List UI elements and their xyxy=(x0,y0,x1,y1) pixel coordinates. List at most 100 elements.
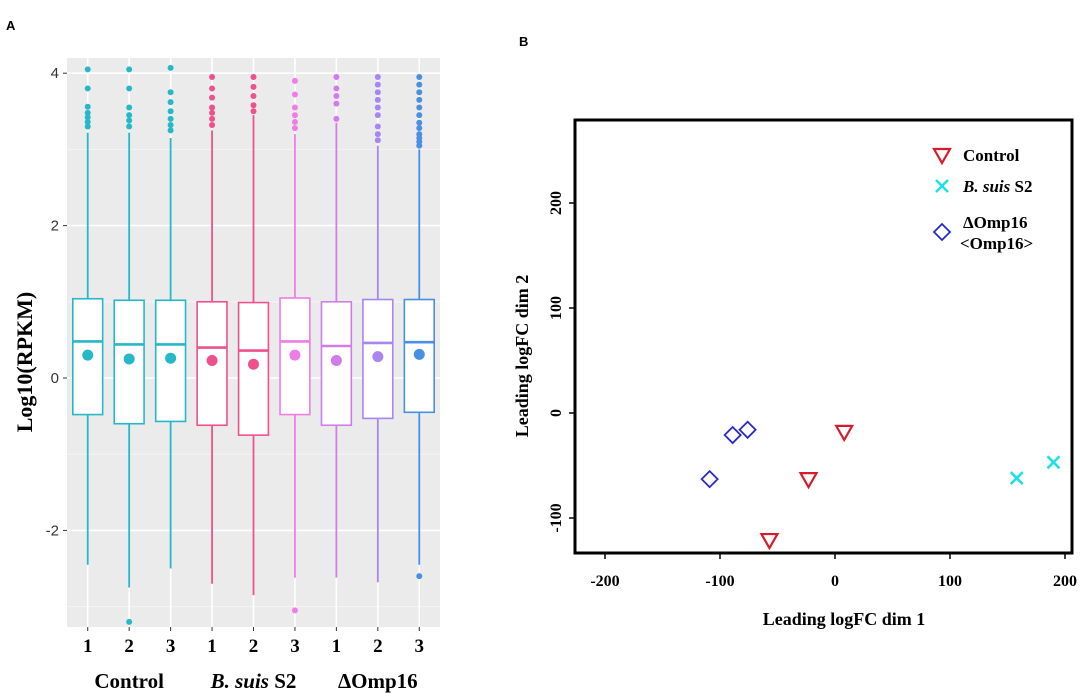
y-tick-label: 2 xyxy=(51,218,59,235)
outlier-point xyxy=(209,74,216,81)
outlier-point xyxy=(333,85,340,92)
mean-point xyxy=(165,352,177,364)
outlier-point xyxy=(291,112,298,119)
box-body xyxy=(196,300,228,427)
mean-point xyxy=(330,354,342,366)
outlier-point xyxy=(374,131,381,138)
outlier-point xyxy=(209,85,216,92)
outlier-point xyxy=(84,109,91,116)
outlier-point xyxy=(291,607,298,614)
replicate-label: 3 xyxy=(415,636,425,657)
mds-x-axis-title: Leading logFC dim 1 xyxy=(763,609,926,629)
legend-marker xyxy=(932,222,952,242)
outlier-point xyxy=(126,112,133,119)
replicate-label: 1 xyxy=(332,636,342,657)
y-tick-label: 0 xyxy=(51,370,59,387)
outlier-point xyxy=(333,93,340,100)
group-label: ΔOmp16 xyxy=(338,669,418,693)
replicate-label: 3 xyxy=(290,636,300,657)
x-stroke xyxy=(1046,455,1061,470)
mean-point xyxy=(289,349,301,361)
outlier-point xyxy=(209,115,216,122)
outlier-point xyxy=(416,81,423,88)
y-tick-label: 0 xyxy=(548,409,565,417)
outlier-point xyxy=(209,109,216,116)
outlier-point xyxy=(416,131,423,138)
point-diamond xyxy=(723,425,742,445)
box-6 xyxy=(279,77,311,614)
outlier-point xyxy=(250,93,257,100)
legend-label-line1: ΔOmp16 xyxy=(963,213,1028,232)
box-8 xyxy=(362,74,394,583)
mds-y-ticks: -100 0 100 200 xyxy=(548,191,575,533)
outlier-point xyxy=(167,99,174,106)
outlier-point xyxy=(374,123,381,130)
outlier-point xyxy=(84,103,91,110)
outlier-point xyxy=(416,112,423,119)
outlier-point xyxy=(416,74,423,81)
box-9 xyxy=(403,74,435,580)
mean-point xyxy=(206,354,218,366)
outlier-point xyxy=(374,81,381,88)
point-triangle-down xyxy=(759,532,780,551)
outlier-point xyxy=(333,115,340,122)
replicate-label: 1 xyxy=(207,636,217,657)
outlier-point xyxy=(84,118,91,125)
outlier-point xyxy=(416,125,423,132)
mean-point xyxy=(123,353,135,365)
outlier-point xyxy=(416,573,423,580)
outlier-point xyxy=(333,100,340,107)
outlier-point xyxy=(374,89,381,96)
point-diamond xyxy=(700,469,719,489)
replicate-label: 2 xyxy=(373,636,383,657)
outlier-point xyxy=(291,77,298,84)
group-label-plain: S2 xyxy=(269,669,296,693)
y-tick-label: 200 xyxy=(548,191,565,215)
boxplot-y-axis-title: Log10(RPKM) xyxy=(12,292,37,433)
y-tick-label: 4 xyxy=(51,65,59,82)
outlier-point xyxy=(209,104,216,111)
outlier-point xyxy=(374,112,381,119)
box-7 xyxy=(320,74,353,578)
mds-x-ticks: -200 -100 0 100 200 xyxy=(590,553,1077,590)
x-tick-label: 200 xyxy=(1053,573,1077,590)
x-stroke xyxy=(1009,471,1024,486)
group-label: Control xyxy=(94,669,164,693)
point-diamond xyxy=(738,420,757,440)
legend-label-italic: B. suis xyxy=(962,177,1011,196)
outlier-point xyxy=(126,85,133,92)
boxplot-y-ticks: -2 0 2 4 xyxy=(46,65,67,539)
outlier-point xyxy=(374,104,381,111)
outlier-point xyxy=(416,89,423,96)
box-5 xyxy=(237,74,270,596)
outlier-point xyxy=(250,74,257,81)
outlier-point xyxy=(126,104,133,111)
outlier-point xyxy=(374,96,381,103)
outlier-point xyxy=(209,94,216,101)
outlier-point xyxy=(291,125,298,132)
box-3 xyxy=(154,64,187,569)
outlier-point xyxy=(167,64,174,71)
box-2 xyxy=(113,66,145,625)
x-tick-label: -100 xyxy=(705,573,734,590)
outlier-point xyxy=(167,115,174,122)
mean-point xyxy=(82,349,94,361)
outlier-point xyxy=(250,83,257,90)
outlier-point xyxy=(209,122,216,129)
replicate-label: 3 xyxy=(166,636,176,657)
boxplot-boxes xyxy=(72,64,435,625)
box-4 xyxy=(196,74,228,584)
outlier-point xyxy=(416,96,423,103)
outlier-point xyxy=(250,102,257,109)
legend-label: Control xyxy=(963,146,1020,165)
outlier-point xyxy=(291,104,298,111)
mds-y-axis-title: Leading logFC dim 2 xyxy=(512,275,532,438)
outlier-point xyxy=(167,108,174,115)
outlier-point xyxy=(167,127,174,134)
mean-point xyxy=(372,351,384,363)
outlier-point xyxy=(374,137,381,144)
boxplot-x-ticks: 1 2 3 1 2 3 1 2 3 xyxy=(83,627,424,657)
point-x xyxy=(1009,471,1024,486)
panel-label-a: A xyxy=(6,18,16,33)
